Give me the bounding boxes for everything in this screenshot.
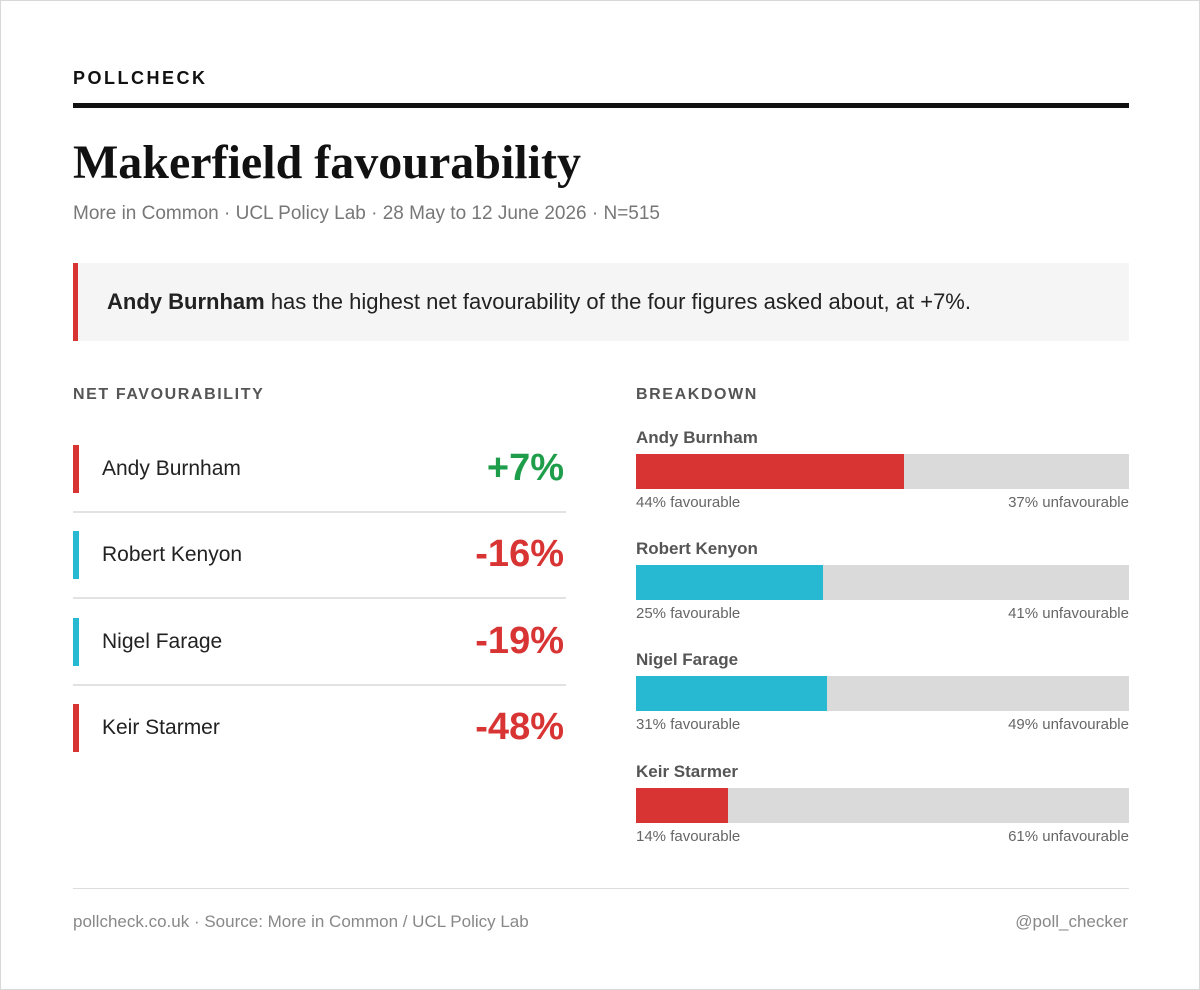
unfavourable-label: 61% unfavourable <box>1008 827 1129 845</box>
callout-text: has the highest net favourability of the… <box>270 289 971 314</box>
favourable-bar <box>636 565 823 601</box>
footer-handle: @poll_checker <box>1015 912 1128 931</box>
favourable-bar <box>636 454 904 489</box>
row-marker <box>73 703 79 752</box>
favourable-bar <box>636 676 828 712</box>
row-name: Robert Kenyon <box>102 543 243 567</box>
row-separator <box>73 683 566 686</box>
row-name: Keir Starmer <box>102 715 220 739</box>
net-value: -48% <box>475 705 564 748</box>
unfavourable-bar <box>822 565 1129 601</box>
brand: POLLCHECK <box>73 68 208 88</box>
footer-source: pollcheck.co.uk · Source: More in Common… <box>73 912 529 931</box>
unfavourable-bar <box>827 676 1129 712</box>
breakdown-name: Robert Kenyon <box>636 539 758 559</box>
callout: Andy Burnham has the highest net favoura… <box>73 263 1129 341</box>
header-rule <box>73 103 1129 108</box>
unfavourable-label: 41% unfavourable <box>1008 605 1129 623</box>
row-marker <box>73 445 79 493</box>
unfavourable-bar <box>903 454 1129 489</box>
breakdown-name: Keir Starmer <box>636 761 739 781</box>
row-marker <box>73 531 79 580</box>
row-name: Nigel Farage <box>102 629 223 653</box>
net-value: -19% <box>475 619 564 662</box>
unfavourable-label: 49% unfavourable <box>1008 716 1129 734</box>
net-heading: NET FAVOURABILITY <box>73 386 265 403</box>
row-name: Andy Burnham <box>102 457 241 480</box>
unfavourable-bar <box>728 787 1129 823</box>
breakdown-heading: BREAKDOWN <box>636 386 758 403</box>
subtitle: More in Common · UCL Policy Lab · 28 May… <box>73 203 660 224</box>
footer-rule <box>73 888 1129 889</box>
title: Makerfield favourability <box>73 136 581 189</box>
favourable-bar <box>636 787 729 823</box>
row-separator <box>73 597 566 600</box>
favourable-label: 25% favourable <box>636 605 741 623</box>
favourable-label: 31% favourable <box>636 716 741 734</box>
breakdown-name: Nigel Farage <box>636 650 739 670</box>
favourable-label: 14% favourable <box>636 827 741 845</box>
row-marker <box>73 617 79 666</box>
unfavourable-label: 37% unfavourable <box>1008 494 1129 511</box>
net-value: +7% <box>486 447 564 489</box>
row-separator <box>73 511 566 513</box>
breakdown-name: Andy Burnham <box>636 428 758 447</box>
callout-bold: Andy Burnham <box>107 289 265 314</box>
favourable-label: 44% favourable <box>636 494 741 511</box>
net-value: -16% <box>475 533 564 576</box>
